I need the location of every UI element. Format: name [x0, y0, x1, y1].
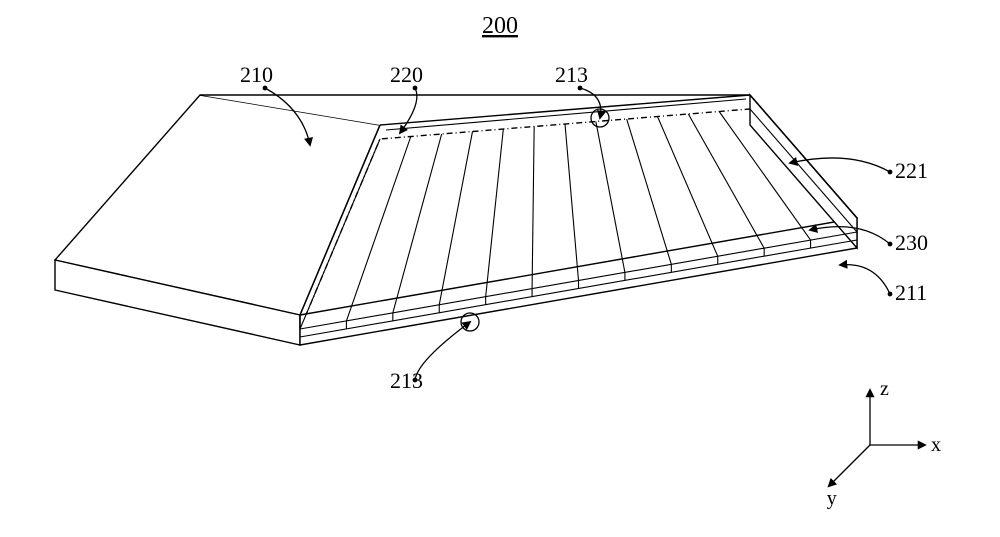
slat-edge [565, 124, 579, 281]
figure-title: 200 [482, 13, 518, 39]
ref-label-230: 230 [895, 230, 928, 255]
coordinate-axes: z x y [827, 378, 941, 509]
slat-edge [486, 129, 504, 297]
slat-edge [750, 109, 857, 232]
slat-edge [658, 117, 718, 257]
isometric-drawing [55, 95, 857, 345]
patent-figure: 200 210220213221230211213 zxy [0, 0, 1000, 537]
right-face [750, 95, 857, 248]
ref-label-220: 220 [390, 62, 423, 87]
slat-edge [393, 134, 442, 313]
axis-label-x: x [931, 434, 941, 456]
slat-edge [627, 119, 672, 264]
ref-label-221: 221 [895, 158, 928, 183]
ref-label-210: 210 [240, 62, 273, 87]
ref-label-213t: 213 [555, 62, 588, 87]
slat-edge [688, 114, 764, 248]
axis-y [829, 445, 870, 486]
axis-label-z: z [880, 378, 889, 400]
leader-211 [840, 265, 890, 294]
slat-edge [596, 122, 625, 273]
leader-213b [415, 322, 470, 380]
slat-edge [439, 132, 472, 305]
slat-edge [532, 127, 534, 289]
axis-label-y: y [827, 487, 837, 509]
ref-label-211: 211 [895, 280, 927, 305]
